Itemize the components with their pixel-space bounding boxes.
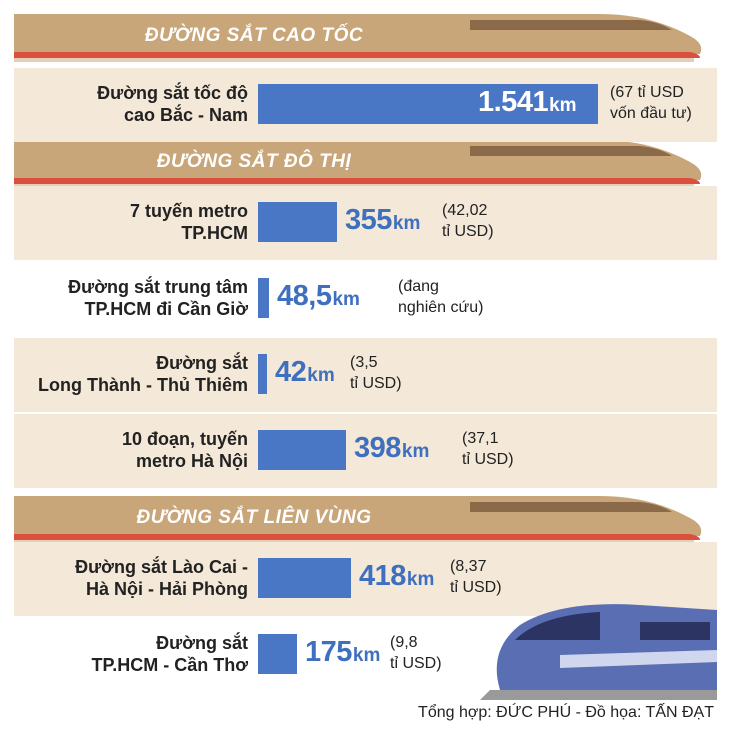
- value-unit: km: [401, 441, 430, 462]
- credit-line: Tổng hợp: ĐỨC PHÚ - Đồ họa: TẤN ĐẠT: [418, 704, 714, 721]
- category-label-line: Đường sắt: [156, 633, 248, 653]
- row-background: [14, 542, 717, 616]
- row-background: [14, 338, 717, 412]
- value-unit: km: [549, 95, 577, 116]
- category-label-line: Đường sắt: [156, 353, 248, 373]
- value-number: 418: [359, 560, 406, 592]
- cost-note-line: tỉ USD): [450, 579, 502, 596]
- category-label-line: TP.HCM - Cần Thơ: [91, 655, 248, 675]
- category-label: Đường sắt trung tâm TP.HCM đi Cần Giờ: [68, 276, 248, 320]
- category-label: Đường sắt tốc độ cao Bắc - Nam: [97, 82, 248, 126]
- category-label-line: Đường sắt tốc độ: [97, 83, 248, 103]
- value-label: 418km: [359, 560, 434, 593]
- cost-note: (42,02 tỉ USD): [442, 200, 494, 242]
- train-window-strip: [470, 146, 672, 156]
- value-number: 398: [354, 432, 401, 464]
- bar: [258, 202, 337, 242]
- cost-note-line: tỉ USD): [462, 451, 514, 468]
- category-label: 10 đoạn, tuyến metro Hà Nội: [122, 428, 248, 472]
- value-unit: km: [307, 365, 335, 386]
- cost-note: (3,5 tỉ USD): [350, 352, 402, 394]
- value-unit: km: [392, 213, 421, 234]
- category-label-line: Long Thành - Thủ Thiêm: [38, 375, 248, 395]
- category-label: Đường sắt Lào Cai - Hà Nội - Hải Phòng: [75, 556, 248, 600]
- bar: [258, 634, 297, 674]
- train-shadow: [14, 58, 694, 62]
- train-illustration: [496, 604, 717, 690]
- category-label-line: TP.HCM: [181, 223, 248, 243]
- cost-note-line: vốn đầu tư): [610, 105, 692, 122]
- value-number: 1.541: [478, 86, 549, 118]
- category-label-line: Hà Nội - Hải Phòng: [86, 579, 248, 599]
- cost-note-line: (37,1: [462, 430, 499, 447]
- value-label: 48,5km: [277, 280, 360, 313]
- category-label: Đường sắt Long Thành - Thủ Thiêm: [38, 352, 248, 396]
- value-label: 175km: [305, 636, 380, 669]
- cost-note-line: tỉ USD): [442, 223, 494, 240]
- train-side-stripe: [560, 650, 717, 668]
- section-title: ĐƯỜNG SẮT CAO TỐC: [144, 25, 364, 46]
- cost-note: (37,1 tỉ USD): [462, 428, 514, 470]
- category-label-line: TP.HCM đi Cần Giờ: [84, 299, 248, 319]
- value-label: 398km: [354, 432, 429, 465]
- category-label-line: Đường sắt Lào Cai -: [75, 557, 248, 577]
- value-label: 1.541km: [478, 86, 577, 119]
- cost-note: (9,8 tỉ USD): [390, 632, 442, 674]
- train-stripe: [14, 178, 700, 184]
- category-label-line: Đường sắt trung tâm: [68, 277, 248, 297]
- cost-note-line: (42,02: [442, 202, 488, 219]
- cost-note-line: (9,8: [390, 634, 418, 651]
- value-number: 48,5: [277, 280, 332, 312]
- row-background: [14, 186, 717, 260]
- train-window-strip: [470, 502, 672, 512]
- category-label-line: 7 tuyến metro: [129, 201, 248, 221]
- bar: [258, 558, 351, 598]
- value-label: 42km: [275, 356, 335, 389]
- cost-note-line: tỉ USD): [350, 375, 402, 392]
- category-label-line: 10 đoạn, tuyến: [121, 429, 248, 449]
- value-unit: km: [332, 289, 360, 310]
- category-label-line: cao Bắc - Nam: [123, 105, 248, 125]
- cost-note-line: (đang: [398, 278, 439, 295]
- bar: [258, 354, 267, 394]
- cost-note-line: (3,5: [350, 354, 378, 371]
- section-title: ĐƯỜNG SẮT LIÊN VÙNG: [136, 507, 372, 528]
- train-rails: [480, 690, 717, 700]
- cost-note-line: (67 tỉ USD: [610, 84, 684, 101]
- value-label: 355km: [345, 204, 420, 237]
- cost-note-line: (8,37: [450, 558, 487, 575]
- train-windshield: [515, 612, 600, 640]
- value-number: 175: [305, 636, 352, 668]
- train-stripe: [14, 52, 700, 58]
- cost-note: (đang nghiên cứu): [398, 276, 483, 318]
- section-title: ĐƯỜNG SẮT ĐÔ THỊ: [156, 151, 352, 172]
- bar: [258, 430, 346, 470]
- train-window-band: [640, 622, 710, 640]
- bar: [258, 278, 269, 318]
- cost-note: (67 tỉ USD vốn đầu tư): [610, 82, 692, 124]
- value-unit: km: [406, 569, 435, 590]
- cost-note-line: tỉ USD): [390, 655, 442, 672]
- value-number: 42: [275, 356, 307, 388]
- train-stripe: [14, 534, 700, 540]
- value-unit: km: [352, 645, 381, 666]
- row-background: [14, 414, 717, 488]
- value-number: 355: [345, 204, 392, 236]
- bar: [258, 84, 598, 124]
- cost-note-line: nghiên cứu): [398, 299, 484, 316]
- category-label: Đường sắt TP.HCM - Cần Thơ: [92, 632, 248, 676]
- category-label-line: metro Hà Nội: [135, 451, 248, 471]
- cost-note: (8,37 tỉ USD): [450, 556, 502, 598]
- train-window-strip: [470, 20, 672, 30]
- category-label: 7 tuyến metro TP.HCM: [130, 200, 248, 244]
